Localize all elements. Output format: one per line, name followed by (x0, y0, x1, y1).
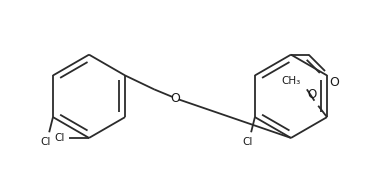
Text: CH₃: CH₃ (281, 75, 301, 85)
Text: O: O (329, 76, 339, 89)
Text: Cl: Cl (242, 137, 253, 147)
Text: O: O (307, 88, 317, 101)
Text: Cl: Cl (55, 133, 65, 143)
Text: O: O (171, 92, 180, 105)
Text: Cl: Cl (40, 137, 51, 147)
